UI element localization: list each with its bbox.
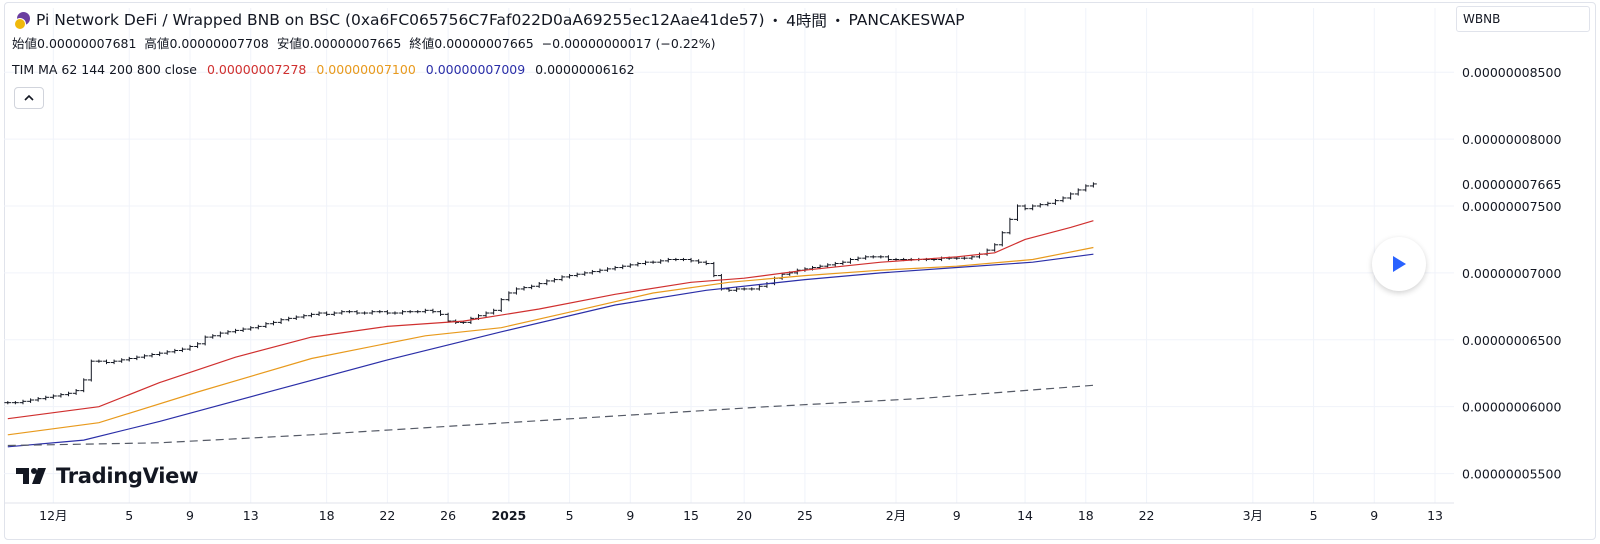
ma-62-value: 0.00000007278 <box>206 62 307 77</box>
tradingview-wordmark: TradingView <box>56 464 199 488</box>
high-value: 0.00000007708 <box>169 36 269 51</box>
title-separator: ・ <box>767 12 784 30</box>
time-tick-label: 13 <box>243 508 259 523</box>
compare-symbol-box[interactable]: WBNB <box>1456 6 1590 32</box>
token-logo-icon <box>12 10 32 30</box>
low-value: 0.00000007665 <box>301 36 402 51</box>
time-tick-label: 5 <box>125 508 133 523</box>
open-value: 0.00000007681 <box>37 36 137 51</box>
grid-lines <box>4 8 1454 503</box>
collapse-legend-button[interactable] <box>14 87 44 109</box>
price-tick-label: 0.00000007000 <box>1462 266 1561 281</box>
price-tick-label: 0.00000008000 <box>1462 132 1561 147</box>
ma-144-value: 0.00000007100 <box>316 62 416 77</box>
close-value: 0.00000007665 <box>434 36 534 51</box>
chevron-up-icon <box>24 94 34 101</box>
time-tick-label: 2月 <box>886 508 906 523</box>
last-price-label: 0.00000007665 <box>1462 177 1561 192</box>
price-tick-label: 0.00000008500 <box>1462 65 1561 80</box>
time-tick-label: 18 <box>319 508 335 523</box>
indicator-name[interactable]: TIM MA 62 144 200 800 close <box>12 62 197 77</box>
price-tick-label: 0.00000005500 <box>1462 467 1561 482</box>
replay-play-button[interactable] <box>1372 237 1426 291</box>
chart-series <box>4 182 1097 448</box>
low-label: 安値 <box>276 36 302 51</box>
ma-800-value: 0.00000006162 <box>535 62 635 77</box>
exchange-label: PANCAKESWAP <box>848 11 965 29</box>
ma-line-ma-144 <box>7 246 1094 436</box>
price-tick-label: 0.00000007500 <box>1462 199 1561 214</box>
time-tick-label: 22 <box>1139 508 1155 523</box>
time-tick-label: 26 <box>440 508 456 523</box>
play-icon <box>1393 256 1406 272</box>
symbol-title-row[interactable]: Pi Network DeFi / Wrapped BNB on BSC (0x… <box>12 8 965 32</box>
time-tick-label: 9 <box>953 508 961 523</box>
interval-label[interactable]: 4時間 <box>786 12 827 30</box>
time-tick-label: 5 <box>1310 508 1318 523</box>
chart-legend: Pi Network DeFi / Wrapped BNB on BSC (0x… <box>12 8 965 81</box>
ma-line-ma-200 <box>7 253 1094 448</box>
symbol-title[interactable]: Pi Network DeFi / Wrapped BNB on BSC (0x… <box>36 11 765 29</box>
price-bars <box>4 182 1097 405</box>
time-tick-label: 9 <box>1370 508 1378 523</box>
ohlc-values: 始値0.00000007681 高値0.00000007708 安値0.0000… <box>12 33 965 55</box>
time-tick-label: 15 <box>683 508 699 523</box>
ma-line-ma-62 <box>7 220 1094 420</box>
ma-line-ma-800 <box>7 384 1094 447</box>
time-tick-label: 22 <box>379 508 395 523</box>
time-tick-label: 14 <box>1017 508 1033 523</box>
tradingview-logo[interactable]: TradingView <box>16 464 198 488</box>
close-label: 終値 <box>409 36 435 51</box>
time-tick-label: 18 <box>1078 508 1094 523</box>
time-tick-label: 12月 <box>39 508 67 523</box>
time-tick-label: 25 <box>797 508 813 523</box>
open-label: 始値 <box>12 36 38 51</box>
high-label: 高値 <box>144 36 170 51</box>
price-tick-label: 0.00000006000 <box>1462 400 1561 415</box>
time-tick-label: 5 <box>566 508 574 523</box>
indicator-legend[interactable]: TIM MA 62 144 200 800 close 0.0000000727… <box>12 59 965 81</box>
time-tick-label: 9 <box>186 508 194 523</box>
time-tick-label: 9 <box>626 508 634 523</box>
time-tick-label: 13 <box>1427 508 1443 523</box>
time-tick-label: 2025 <box>491 508 526 523</box>
title-separator-2: ・ <box>829 12 846 30</box>
price-tick-label: 0.00000006500 <box>1462 333 1561 348</box>
tradingview-mark-icon <box>16 468 46 484</box>
chart-frame <box>4 2 1596 540</box>
time-tick-label: 3月 <box>1243 508 1263 523</box>
ma-200-value: 0.00000007009 <box>425 62 526 77</box>
change-value: −0.00000000017 (−0.22%) <box>541 36 716 51</box>
time-tick-label: 20 <box>736 508 752 523</box>
price-axis: 0.00000008500 0.00000008000 0.00000007500 0… <box>1462 65 1561 481</box>
time-axis: 12月 5 9 13 18 22 26 2025 5 9 15 20 25 2月 9 14 18 22 3月 5 9 13 <box>4 502 1454 523</box>
